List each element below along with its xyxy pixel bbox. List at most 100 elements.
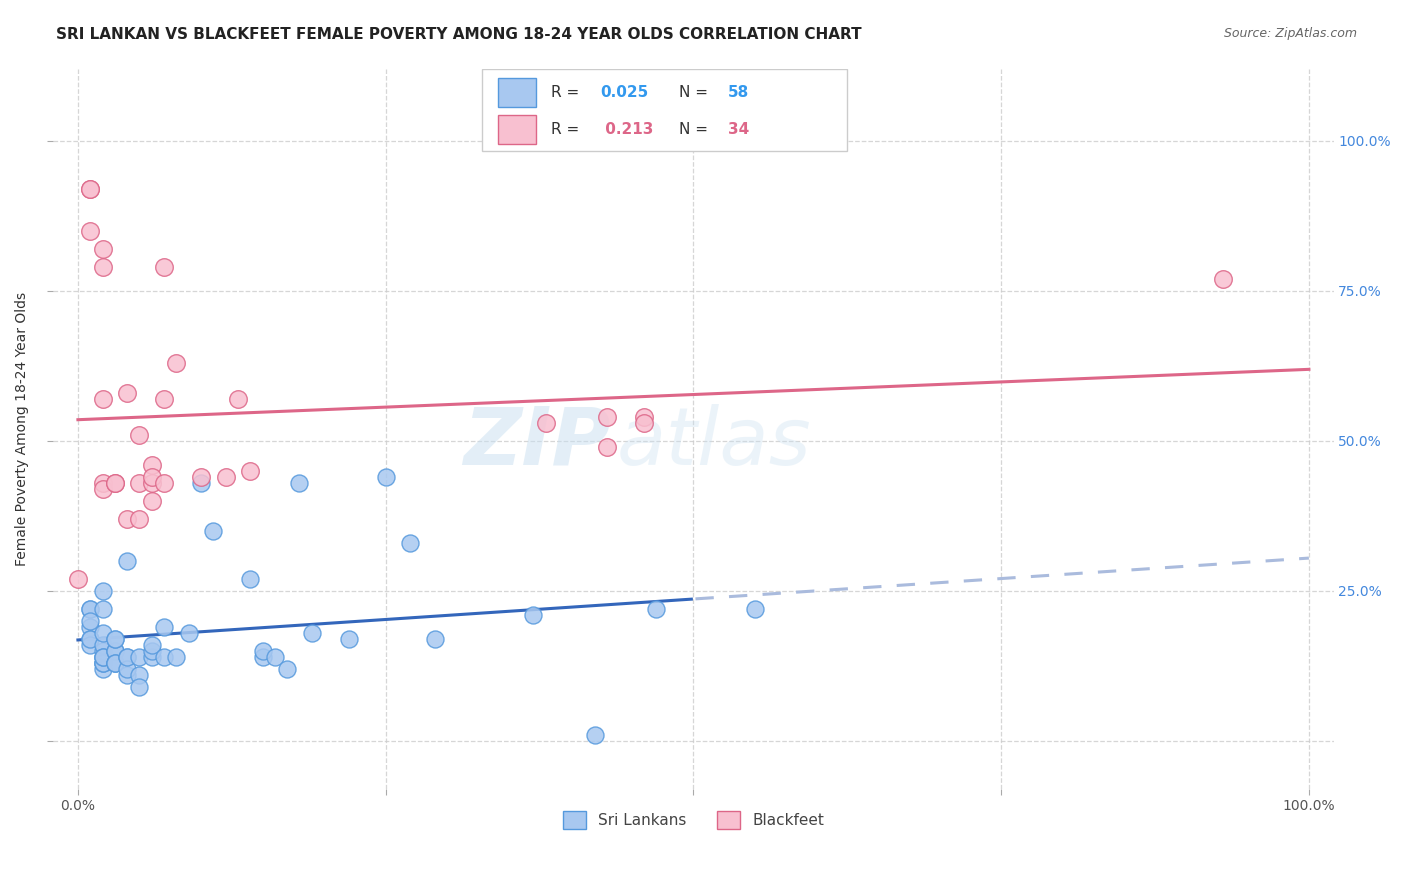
Point (264, 649, 287, 664)
Point (128, 511, 150, 525)
Point (115, 553, 138, 567)
Point (744, 601, 766, 615)
Point (79, 181, 101, 195)
Point (104, 656, 127, 670)
Point (91, 583, 114, 598)
Point (252, 643, 274, 657)
Point (226, 392, 249, 406)
Point (79, 619, 101, 633)
Point (91, 601, 114, 615)
Text: ZIP: ZIP (463, 404, 610, 482)
Point (104, 632, 127, 646)
Point (115, 385, 138, 400)
Point (596, 440, 619, 454)
Point (91, 643, 114, 657)
Point (190, 469, 212, 483)
Point (252, 649, 274, 664)
Point (91, 482, 114, 496)
Point (399, 535, 422, 549)
Point (79, 632, 101, 646)
Point (104, 656, 127, 670)
Point (141, 649, 163, 664)
Point (141, 458, 163, 472)
Point (633, 416, 655, 430)
Point (141, 638, 163, 652)
Point (141, 469, 163, 483)
Point (128, 667, 150, 681)
Text: 34: 34 (728, 122, 749, 137)
Point (104, 475, 127, 490)
Point (423, 632, 446, 646)
Point (633, 409, 655, 424)
Text: R =: R = (551, 85, 585, 100)
Text: atlas: atlas (617, 404, 811, 482)
Point (79, 614, 101, 628)
Point (79, 632, 101, 646)
Point (79, 638, 101, 652)
Point (239, 572, 262, 586)
Text: 0.213: 0.213 (600, 122, 654, 137)
Legend: Sri Lankans, Blackfeet: Sri Lankans, Blackfeet (557, 805, 830, 835)
Point (141, 493, 163, 508)
Point (141, 643, 163, 657)
Point (91, 625, 114, 640)
Point (153, 392, 176, 406)
Point (522, 607, 544, 622)
Text: 0.025: 0.025 (600, 85, 648, 100)
Point (141, 475, 163, 490)
Point (165, 355, 187, 369)
Point (66, 572, 89, 586)
Point (239, 463, 262, 477)
Point (91, 661, 114, 675)
Point (91, 656, 114, 670)
Point (91, 656, 114, 670)
Point (128, 680, 150, 694)
Point (202, 524, 225, 538)
FancyBboxPatch shape (498, 78, 536, 107)
Point (79, 223, 101, 237)
Point (104, 656, 127, 670)
Text: SRI LANKAN VS BLACKFEET FEMALE POVERTY AMONG 18-24 YEAR OLDS CORRELATION CHART: SRI LANKAN VS BLACKFEET FEMALE POVERTY A… (56, 27, 862, 42)
Point (153, 619, 176, 633)
Text: R =: R = (551, 122, 585, 137)
Point (91, 392, 114, 406)
Point (374, 469, 396, 483)
Text: Source: ZipAtlas.com: Source: ZipAtlas.com (1223, 27, 1357, 40)
Point (534, 416, 557, 430)
Point (276, 661, 298, 675)
Point (91, 242, 114, 256)
Point (91, 656, 114, 670)
Y-axis label: Female Poverty Among 18-24 Year Olds: Female Poverty Among 18-24 Year Olds (15, 292, 30, 566)
Point (91, 649, 114, 664)
Point (128, 427, 150, 442)
Point (79, 181, 101, 195)
Point (115, 667, 138, 681)
Point (596, 409, 619, 424)
Text: N =: N = (679, 85, 713, 100)
Point (153, 260, 176, 274)
Point (1212, 271, 1234, 285)
Point (288, 475, 311, 490)
FancyBboxPatch shape (498, 115, 536, 145)
Point (91, 649, 114, 664)
Text: N =: N = (679, 122, 713, 137)
Point (177, 625, 200, 640)
Point (104, 643, 127, 657)
Point (214, 469, 236, 483)
Point (79, 601, 101, 615)
Point (115, 661, 138, 675)
Point (79, 601, 101, 615)
Point (583, 727, 606, 741)
Point (645, 601, 668, 615)
Text: 58: 58 (728, 85, 749, 100)
Point (128, 649, 150, 664)
Point (153, 649, 176, 664)
Point (115, 649, 138, 664)
Point (301, 625, 323, 640)
Point (153, 475, 176, 490)
Point (104, 632, 127, 646)
Point (91, 260, 114, 274)
FancyBboxPatch shape (482, 69, 846, 152)
Point (165, 649, 187, 664)
Point (104, 475, 127, 490)
